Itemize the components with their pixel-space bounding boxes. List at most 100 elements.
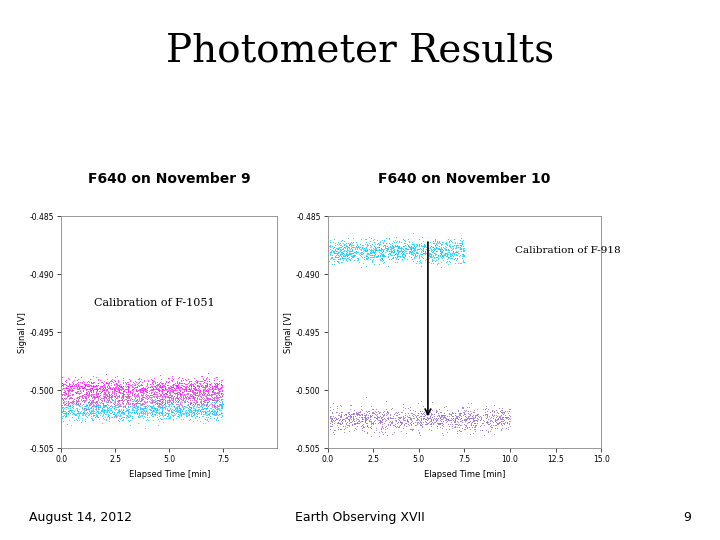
Point bbox=[71, 380, 82, 389]
Point bbox=[184, 387, 195, 395]
Point bbox=[134, 406, 145, 415]
Point bbox=[492, 151, 504, 159]
Point bbox=[362, 253, 374, 262]
Point bbox=[425, 249, 436, 258]
Point bbox=[352, 408, 364, 417]
Point bbox=[375, 152, 387, 160]
Point bbox=[424, 249, 436, 258]
Point bbox=[454, 420, 466, 429]
Point bbox=[342, 152, 354, 160]
Point bbox=[64, 382, 76, 391]
Point bbox=[82, 380, 94, 388]
Point bbox=[333, 245, 344, 253]
Point bbox=[117, 393, 129, 402]
Point bbox=[88, 401, 99, 410]
Point bbox=[174, 389, 186, 397]
Point bbox=[438, 413, 449, 422]
Point bbox=[347, 408, 359, 417]
Point bbox=[407, 249, 418, 258]
Point bbox=[381, 152, 392, 161]
Point bbox=[395, 417, 407, 426]
Point bbox=[493, 413, 505, 422]
Point bbox=[201, 410, 212, 419]
Point bbox=[145, 402, 157, 411]
Point bbox=[378, 252, 390, 260]
Point bbox=[343, 157, 355, 165]
Point bbox=[524, 150, 536, 159]
Point bbox=[99, 386, 110, 394]
Point bbox=[369, 239, 381, 248]
Point bbox=[197, 403, 208, 411]
Point bbox=[76, 391, 87, 400]
Point bbox=[447, 247, 459, 255]
Point bbox=[377, 158, 388, 166]
Point bbox=[477, 146, 489, 155]
Point bbox=[346, 156, 358, 165]
Point bbox=[343, 249, 355, 258]
Point bbox=[414, 430, 426, 439]
Point bbox=[59, 413, 71, 422]
Point bbox=[108, 387, 120, 396]
Point bbox=[211, 396, 222, 405]
Point bbox=[56, 379, 68, 388]
Point bbox=[192, 377, 204, 386]
Point bbox=[384, 152, 395, 161]
Point bbox=[202, 394, 214, 403]
Point bbox=[501, 152, 513, 161]
Point bbox=[354, 408, 365, 417]
Point bbox=[345, 155, 356, 164]
Point bbox=[438, 411, 449, 420]
Point bbox=[113, 384, 125, 393]
Point bbox=[359, 413, 371, 421]
Point bbox=[425, 251, 436, 260]
Point bbox=[325, 251, 336, 259]
Point bbox=[571, 152, 582, 160]
Point bbox=[534, 151, 545, 160]
Point bbox=[330, 151, 342, 159]
Point bbox=[370, 158, 382, 167]
Point bbox=[370, 244, 382, 252]
Point bbox=[380, 149, 392, 158]
Point bbox=[59, 408, 71, 417]
Point bbox=[112, 407, 124, 416]
Point bbox=[112, 399, 123, 407]
Point bbox=[166, 392, 177, 400]
Point bbox=[511, 152, 523, 161]
Point bbox=[435, 418, 446, 427]
Point bbox=[134, 410, 145, 418]
Point bbox=[575, 154, 587, 163]
Point bbox=[148, 407, 159, 416]
Point bbox=[469, 406, 480, 415]
Point bbox=[114, 385, 126, 394]
Point bbox=[417, 242, 428, 251]
Point bbox=[414, 407, 426, 416]
Point bbox=[453, 420, 464, 428]
Point bbox=[167, 397, 179, 406]
Point bbox=[186, 387, 198, 395]
Point bbox=[77, 387, 89, 395]
Point bbox=[390, 151, 401, 159]
Point bbox=[562, 151, 573, 159]
Point bbox=[487, 150, 498, 158]
Point bbox=[205, 389, 217, 398]
Point bbox=[176, 378, 188, 387]
Point bbox=[201, 389, 212, 398]
Point bbox=[396, 150, 408, 159]
Point bbox=[379, 150, 390, 159]
Point bbox=[399, 239, 410, 247]
Point bbox=[189, 404, 201, 413]
Point bbox=[431, 246, 442, 255]
Point bbox=[515, 152, 526, 160]
Point bbox=[337, 255, 348, 264]
Point bbox=[349, 154, 361, 163]
Point bbox=[177, 415, 189, 423]
Point bbox=[166, 383, 178, 391]
Point bbox=[456, 237, 468, 246]
Point bbox=[166, 408, 177, 416]
Point bbox=[431, 239, 442, 248]
Point bbox=[487, 411, 498, 420]
Point bbox=[374, 254, 385, 263]
Point bbox=[379, 149, 390, 158]
Point bbox=[141, 407, 153, 416]
Point bbox=[176, 385, 188, 394]
